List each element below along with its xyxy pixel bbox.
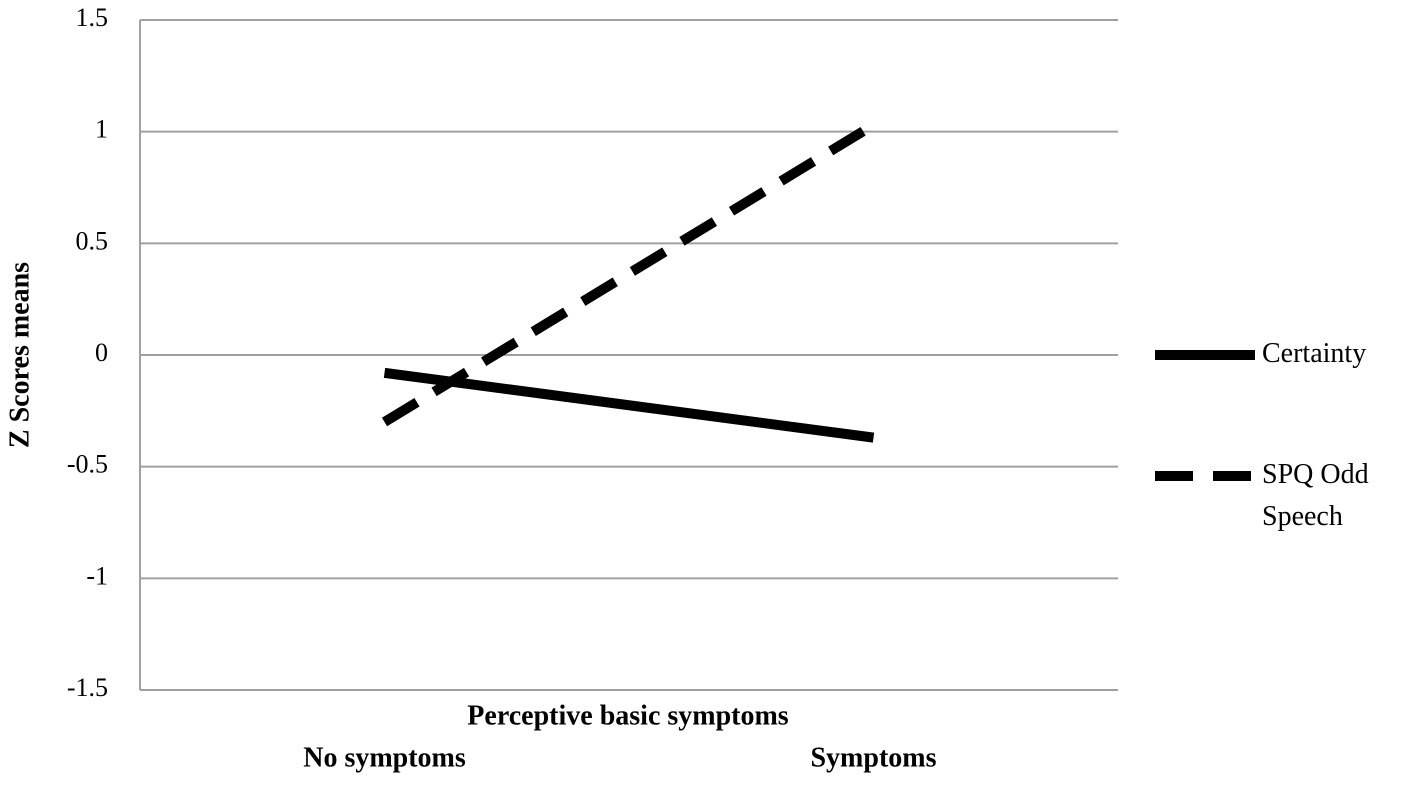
x-tick-label: No symptoms — [303, 742, 466, 773]
legend-label: SPQ Odd Speech — [1262, 459, 1369, 532]
y-axis-title: Z Scores means — [4, 262, 35, 448]
y-tick-label: 1.5 — [76, 3, 109, 32]
y-tick-label: 1 — [95, 115, 108, 144]
y-tick-label: -1 — [86, 561, 108, 590]
x-tick-label: Symptoms — [810, 742, 936, 773]
legend-entry: SPQ Odd Speech — [1262, 459, 1369, 532]
legend-label: Certainty — [1262, 338, 1367, 369]
y-tick-label: -1.5 — [67, 673, 108, 702]
y-tick-label: 0.5 — [76, 226, 109, 255]
x-axis-title: Perceptive basic symptoms — [467, 700, 789, 731]
data-line — [381, 120, 877, 427]
y-tick-label: -0.5 — [67, 450, 108, 479]
y-tick-label: 0 — [95, 338, 108, 367]
data-line — [383, 367, 875, 443]
legend-entry: Certainty — [1262, 338, 1367, 369]
